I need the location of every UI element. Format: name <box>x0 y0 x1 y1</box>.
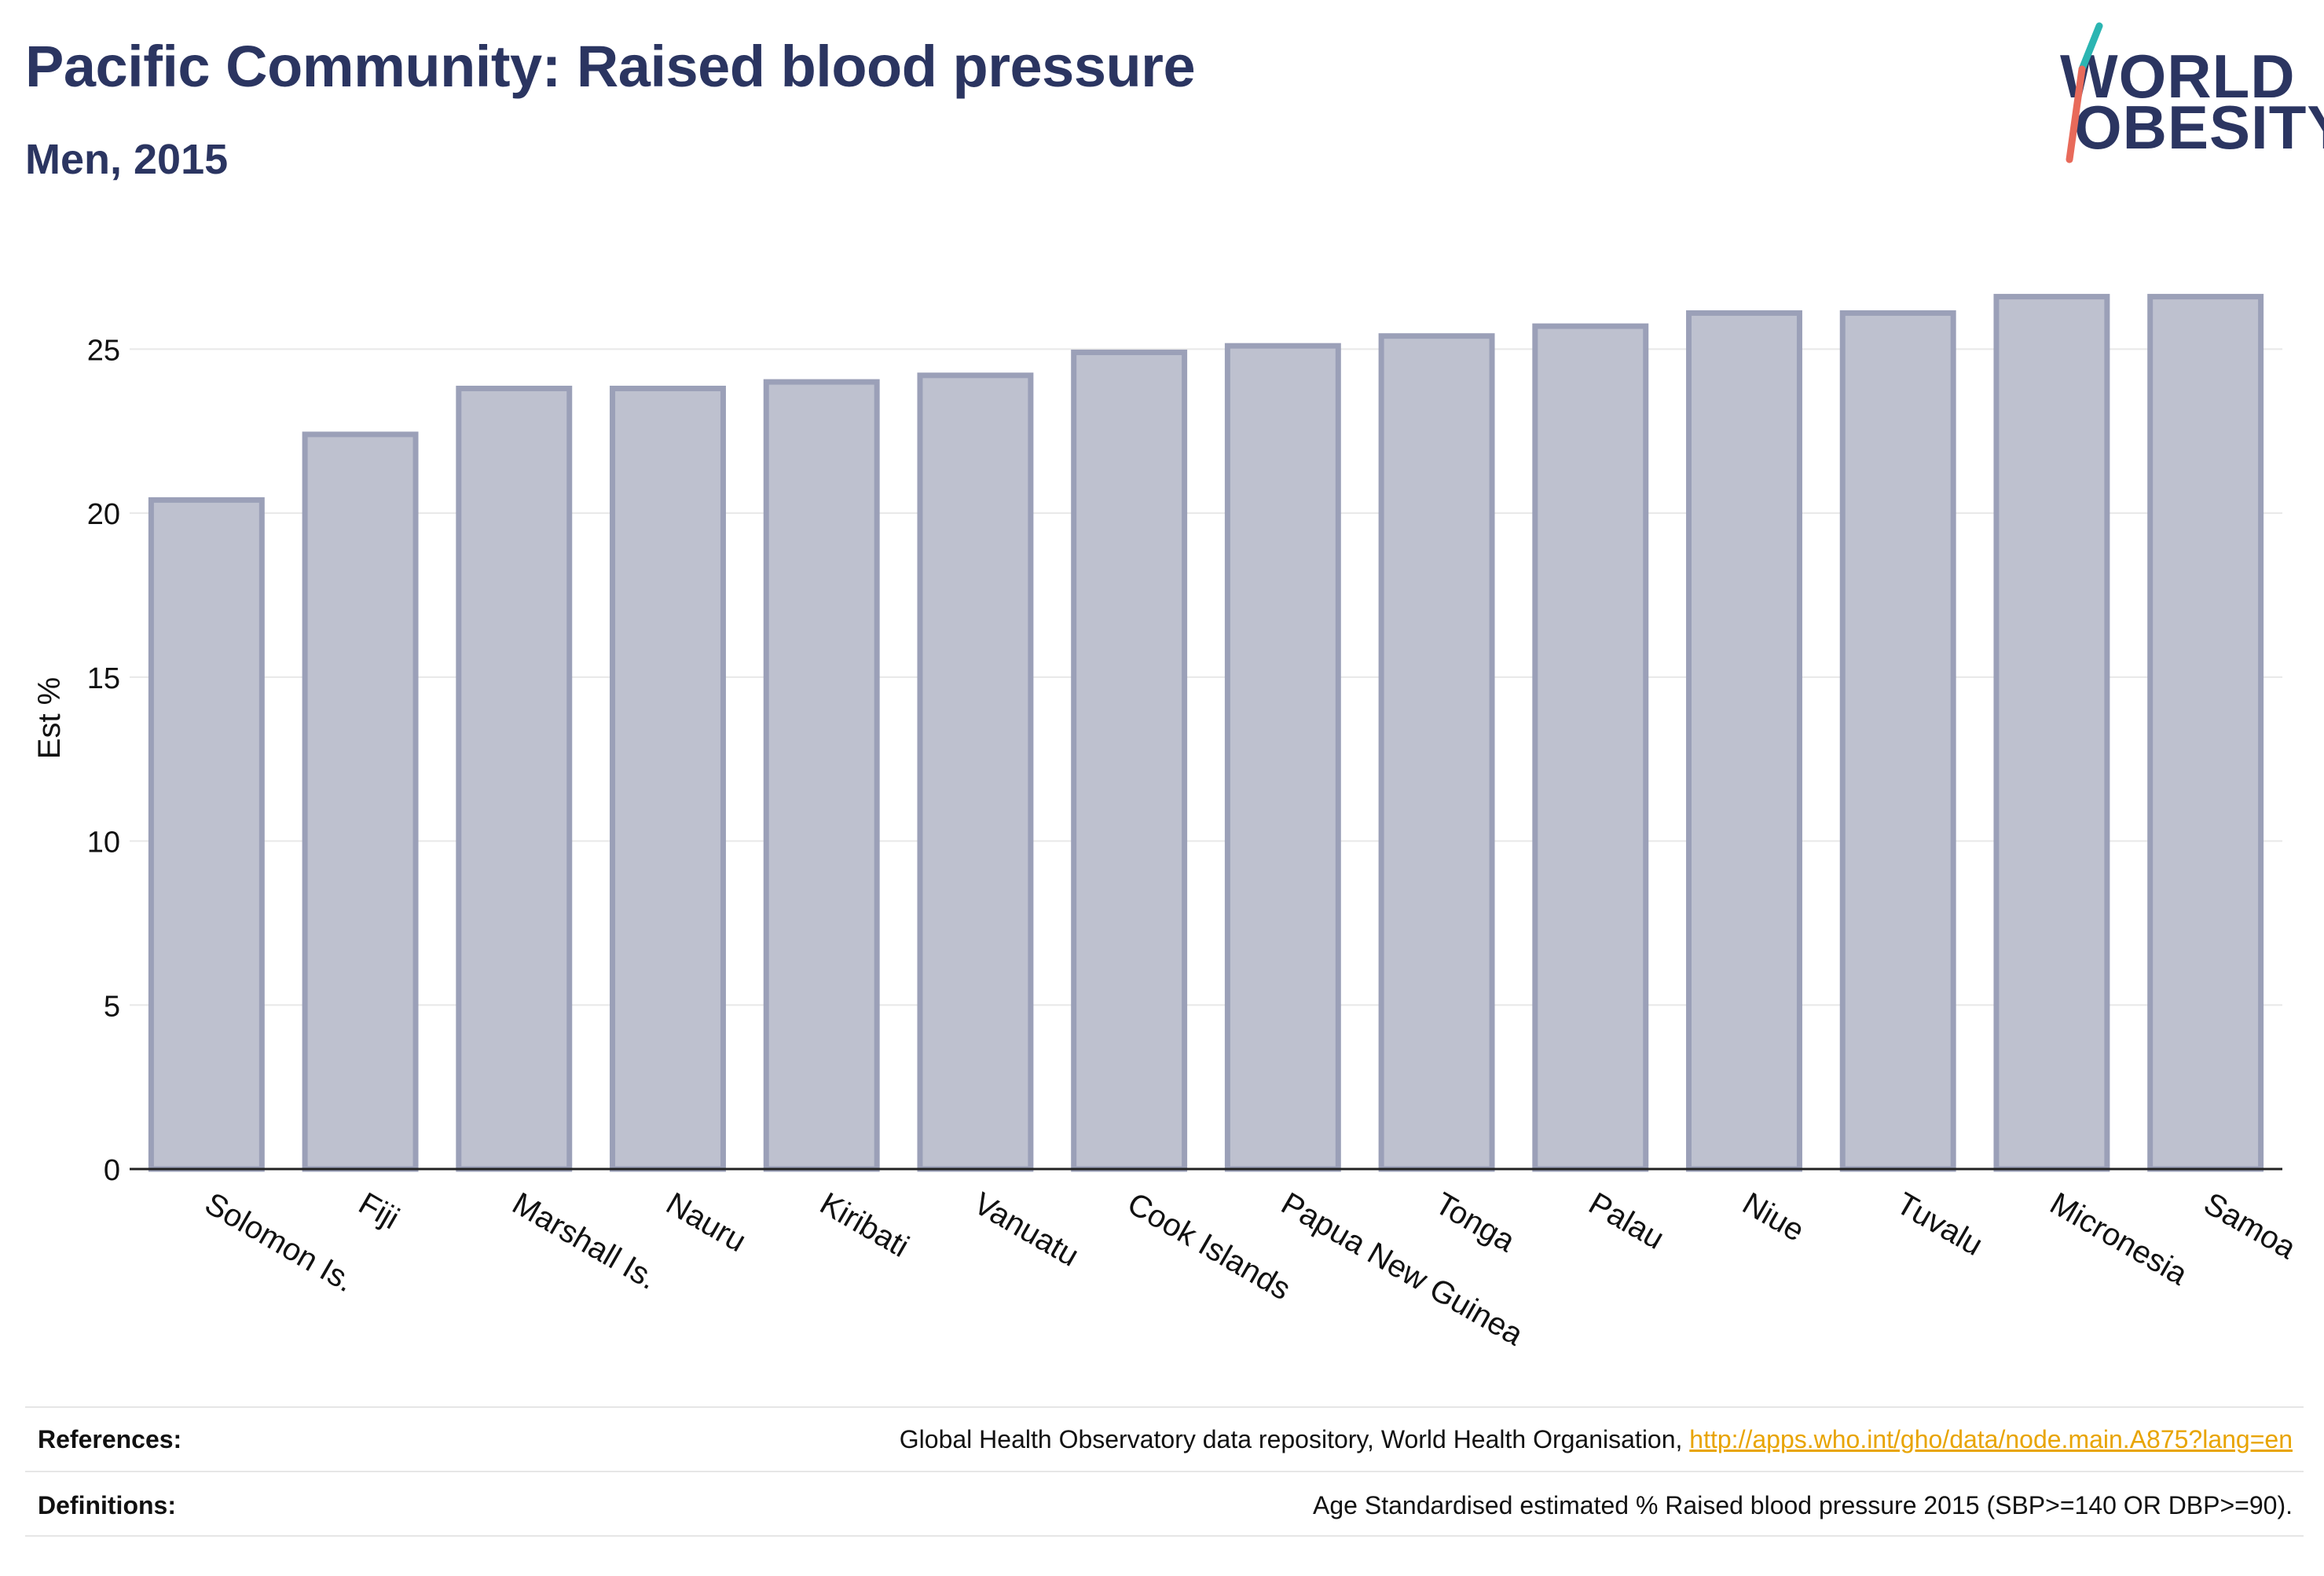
references-label: References: <box>38 1425 182 1453</box>
world-obesity-logo: WORLD OBESITY <box>2051 22 2324 163</box>
definitions-text: Age Standardised estimated % Raised bloo… <box>1313 1491 2293 1519</box>
y-tick-label: 0 <box>104 1154 120 1187</box>
references-value: Global Health Observatory data repositor… <box>900 1425 2293 1454</box>
x-tick-label: Solomon Is. <box>199 1186 360 1299</box>
bar <box>1224 343 1341 1172</box>
y-tick-label: 20 <box>87 498 120 531</box>
y-tick-label: 10 <box>87 826 120 859</box>
references-link[interactable]: http://apps.who.int/gho/data/node.main.A… <box>1689 1425 2293 1453</box>
y-tick-label: 15 <box>87 662 120 695</box>
chart-subtitle: Men, 2015 <box>25 136 229 183</box>
bar <box>1532 323 1649 1172</box>
y-tick-label: 25 <box>87 334 120 367</box>
x-tick-label: Tuvalu <box>1890 1186 1989 1263</box>
bar <box>610 385 726 1172</box>
references-text: Global Health Observatory data repositor… <box>899 1425 1683 1453</box>
bar <box>1686 310 1802 1172</box>
definitions-label: Definitions: <box>38 1491 176 1519</box>
logo-line-1: WORLD <box>2060 42 2296 111</box>
x-tick-label: Micronesia <box>2044 1186 2194 1292</box>
x-tick-label: Niue <box>1737 1186 1810 1248</box>
references-row: References: Global Health Observatory da… <box>38 1425 2293 1472</box>
x-tick-label: Marshall Is. <box>507 1186 663 1296</box>
x-tick-label: Kiribati <box>814 1186 915 1264</box>
x-tick-label: Palau <box>1583 1186 1670 1256</box>
logo-slash-icon <box>2066 22 2103 163</box>
footer-divider <box>25 1535 2304 1537</box>
logo-line-2: OBESITY <box>2074 93 2324 162</box>
chart-title: Pacific Community: Raised blood pressure <box>25 34 1196 99</box>
bar <box>763 379 880 1172</box>
bar <box>1839 310 1956 1172</box>
x-tick-label: Samoa <box>2198 1186 2302 1266</box>
x-tick-label: Tonga <box>1429 1186 1521 1259</box>
bar <box>917 372 1034 1172</box>
definitions-row: Definitions: Age Standardised estimated … <box>38 1491 2293 1538</box>
bar <box>1993 294 2110 1172</box>
footer-divider <box>25 1406 2304 1408</box>
x-tick-label: Nauru <box>661 1186 752 1259</box>
x-tick-label: Vanuatu <box>968 1186 1084 1274</box>
bar <box>2147 294 2264 1172</box>
y-tick-label: 5 <box>104 990 120 1023</box>
footer-divider <box>25 1471 2304 1472</box>
x-tick-label: Fiji <box>353 1186 405 1237</box>
bar-chart: 0 5 10 15 20 25 Est % Solomon Is.Fiji Marshall I… <box>32 294 2302 1353</box>
bar <box>456 385 573 1172</box>
bar <box>302 431 419 1172</box>
x-tick-label: Cook Islands <box>1122 1186 1296 1307</box>
y-axis-label: Est % <box>32 677 67 759</box>
bar <box>148 497 265 1172</box>
bar <box>1071 350 1188 1172</box>
bar <box>1378 333 1495 1172</box>
